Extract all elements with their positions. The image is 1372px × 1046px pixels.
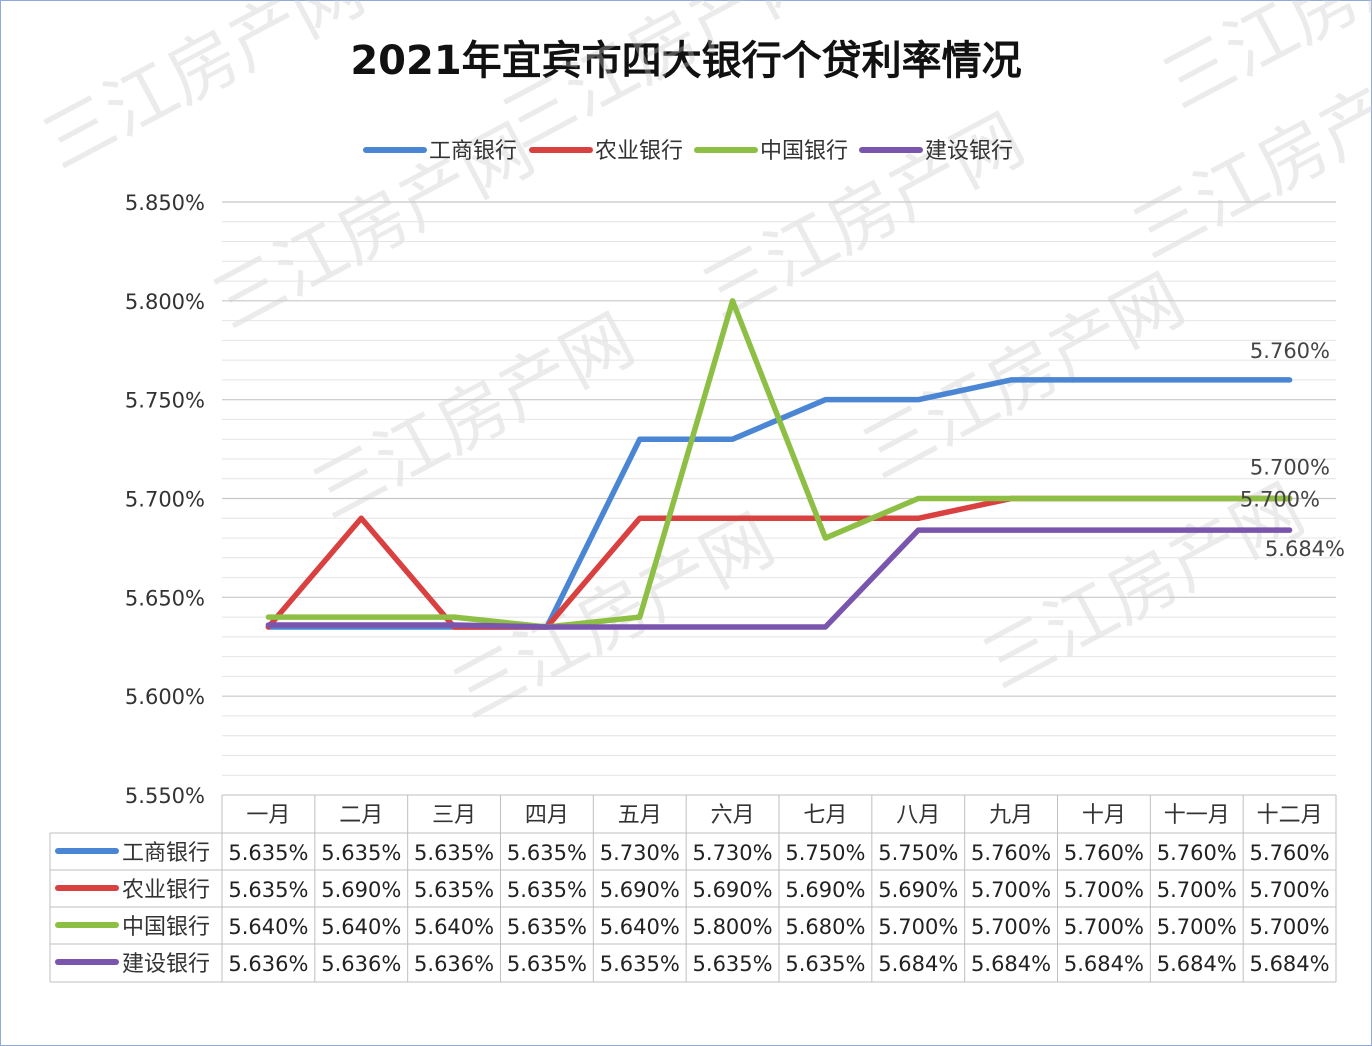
table-cell-value: 5.700% (1064, 915, 1144, 939)
table-cell-value: 5.700% (878, 915, 958, 939)
table-series-name: 工商银行 (122, 841, 210, 866)
table-cell-value: 5.635% (414, 841, 494, 865)
table-cell-value: 5.635% (321, 841, 401, 865)
table-cell-value: 5.700% (971, 915, 1051, 939)
table-cell-value: 5.636% (228, 952, 308, 976)
table-cell-value: 5.635% (600, 952, 680, 976)
table-cell-value: 5.690% (693, 878, 773, 902)
end-data-label: 5.700% (1240, 488, 1320, 512)
legend-label: 中国银行 (760, 139, 848, 164)
table-cell-value: 5.635% (785, 952, 865, 976)
table-cell-value: 5.640% (600, 915, 680, 939)
table-cell-value: 5.636% (321, 952, 401, 976)
watermark-text: 三江房产网 (299, 298, 647, 535)
y-tick-label: 5.650% (125, 586, 205, 610)
legend-label: 工商银行 (429, 139, 517, 164)
table-series-name: 建设银行 (122, 952, 210, 977)
table-cell-value: 5.700% (971, 878, 1051, 902)
table-cell-value: 5.750% (785, 841, 865, 865)
x-category-label: 十二月 (1257, 803, 1323, 828)
x-category-label: 六月 (711, 803, 755, 828)
y-tick-label: 5.750% (125, 389, 205, 413)
end-data-label: 5.684% (1265, 537, 1345, 561)
table-cell-value: 5.690% (321, 878, 401, 902)
table-cell-value: 5.640% (321, 915, 401, 939)
y-tick-label: 5.550% (125, 784, 205, 808)
series-line-中国银行 (265, 298, 1293, 630)
table-cell-value: 5.800% (693, 915, 773, 939)
table-cell-value: 5.730% (600, 841, 680, 865)
end-data-label: 5.700% (1250, 456, 1330, 480)
table-cell-value: 5.684% (1157, 952, 1237, 976)
table-cell-value: 5.700% (1250, 878, 1330, 902)
table-series-name: 中国银行 (122, 915, 210, 940)
x-category-label: 一月 (246, 803, 290, 828)
table-cell-value: 5.690% (878, 878, 958, 902)
table-cell-value: 5.760% (1250, 841, 1330, 865)
x-category-label: 四月 (525, 803, 569, 828)
end-data-label: 5.760% (1250, 339, 1330, 363)
table-cell-value: 5.635% (507, 915, 587, 939)
table-cell-value: 5.684% (1064, 952, 1144, 976)
table-cell-value: 5.700% (1064, 878, 1144, 902)
x-category-label: 十月 (1082, 803, 1126, 828)
table-cell-value: 5.635% (507, 878, 587, 902)
table-cell-value: 5.700% (1157, 915, 1237, 939)
series-line-建设银行 (265, 527, 1293, 630)
table-cell-value: 5.750% (878, 841, 958, 865)
table-cell-value: 5.640% (228, 915, 308, 939)
table-cell-value: 5.690% (785, 878, 865, 902)
y-tick-label: 5.600% (125, 685, 205, 709)
table-cell-value: 5.760% (1157, 841, 1237, 865)
table-cell-value: 5.684% (971, 952, 1051, 976)
watermark-text: 三江房产网 (849, 258, 1197, 495)
y-tick-label: 5.800% (125, 290, 205, 314)
table-cell-value: 5.700% (1250, 915, 1330, 939)
legend-label: 建设银行 (925, 139, 1013, 164)
y-tick-label: 5.700% (125, 488, 205, 512)
legend-label: 农业银行 (595, 139, 683, 164)
table-cell-value: 5.635% (228, 878, 308, 902)
x-category-label: 九月 (989, 803, 1033, 828)
table-cell-value: 5.684% (1250, 952, 1330, 976)
table-cell-value: 5.635% (228, 841, 308, 865)
x-category-label: 二月 (339, 803, 383, 828)
table-cell-value: 5.690% (600, 878, 680, 902)
chart-title: 2021年宜宾市四大银行个贷利率情况 (350, 38, 1022, 84)
x-category-label: 七月 (803, 803, 847, 828)
table-cell-value: 5.635% (507, 952, 587, 976)
table-cell-value: 5.635% (507, 841, 587, 865)
table-cell-value: 5.684% (878, 952, 958, 976)
table-cell-value: 5.640% (414, 915, 494, 939)
table-cell-value: 5.730% (693, 841, 773, 865)
watermark-text: 三江房产网 (689, 98, 1037, 335)
table-cell-value: 5.700% (1157, 878, 1237, 902)
table-series-name: 农业银行 (122, 878, 210, 903)
table-cell-value: 5.635% (414, 878, 494, 902)
table-cell-value: 5.635% (693, 952, 773, 976)
x-category-label: 三月 (432, 803, 476, 828)
table-cell-value: 5.760% (1064, 841, 1144, 865)
table-cell-value: 5.760% (971, 841, 1051, 865)
table-cell-value: 5.636% (414, 952, 494, 976)
x-category-label: 八月 (896, 803, 940, 828)
x-category-label: 十一月 (1164, 803, 1230, 828)
table-cell-value: 5.680% (785, 915, 865, 939)
watermark-text: 三江房产网 (29, 0, 377, 185)
x-category-label: 五月 (618, 803, 662, 828)
y-tick-label: 5.850% (125, 191, 205, 215)
